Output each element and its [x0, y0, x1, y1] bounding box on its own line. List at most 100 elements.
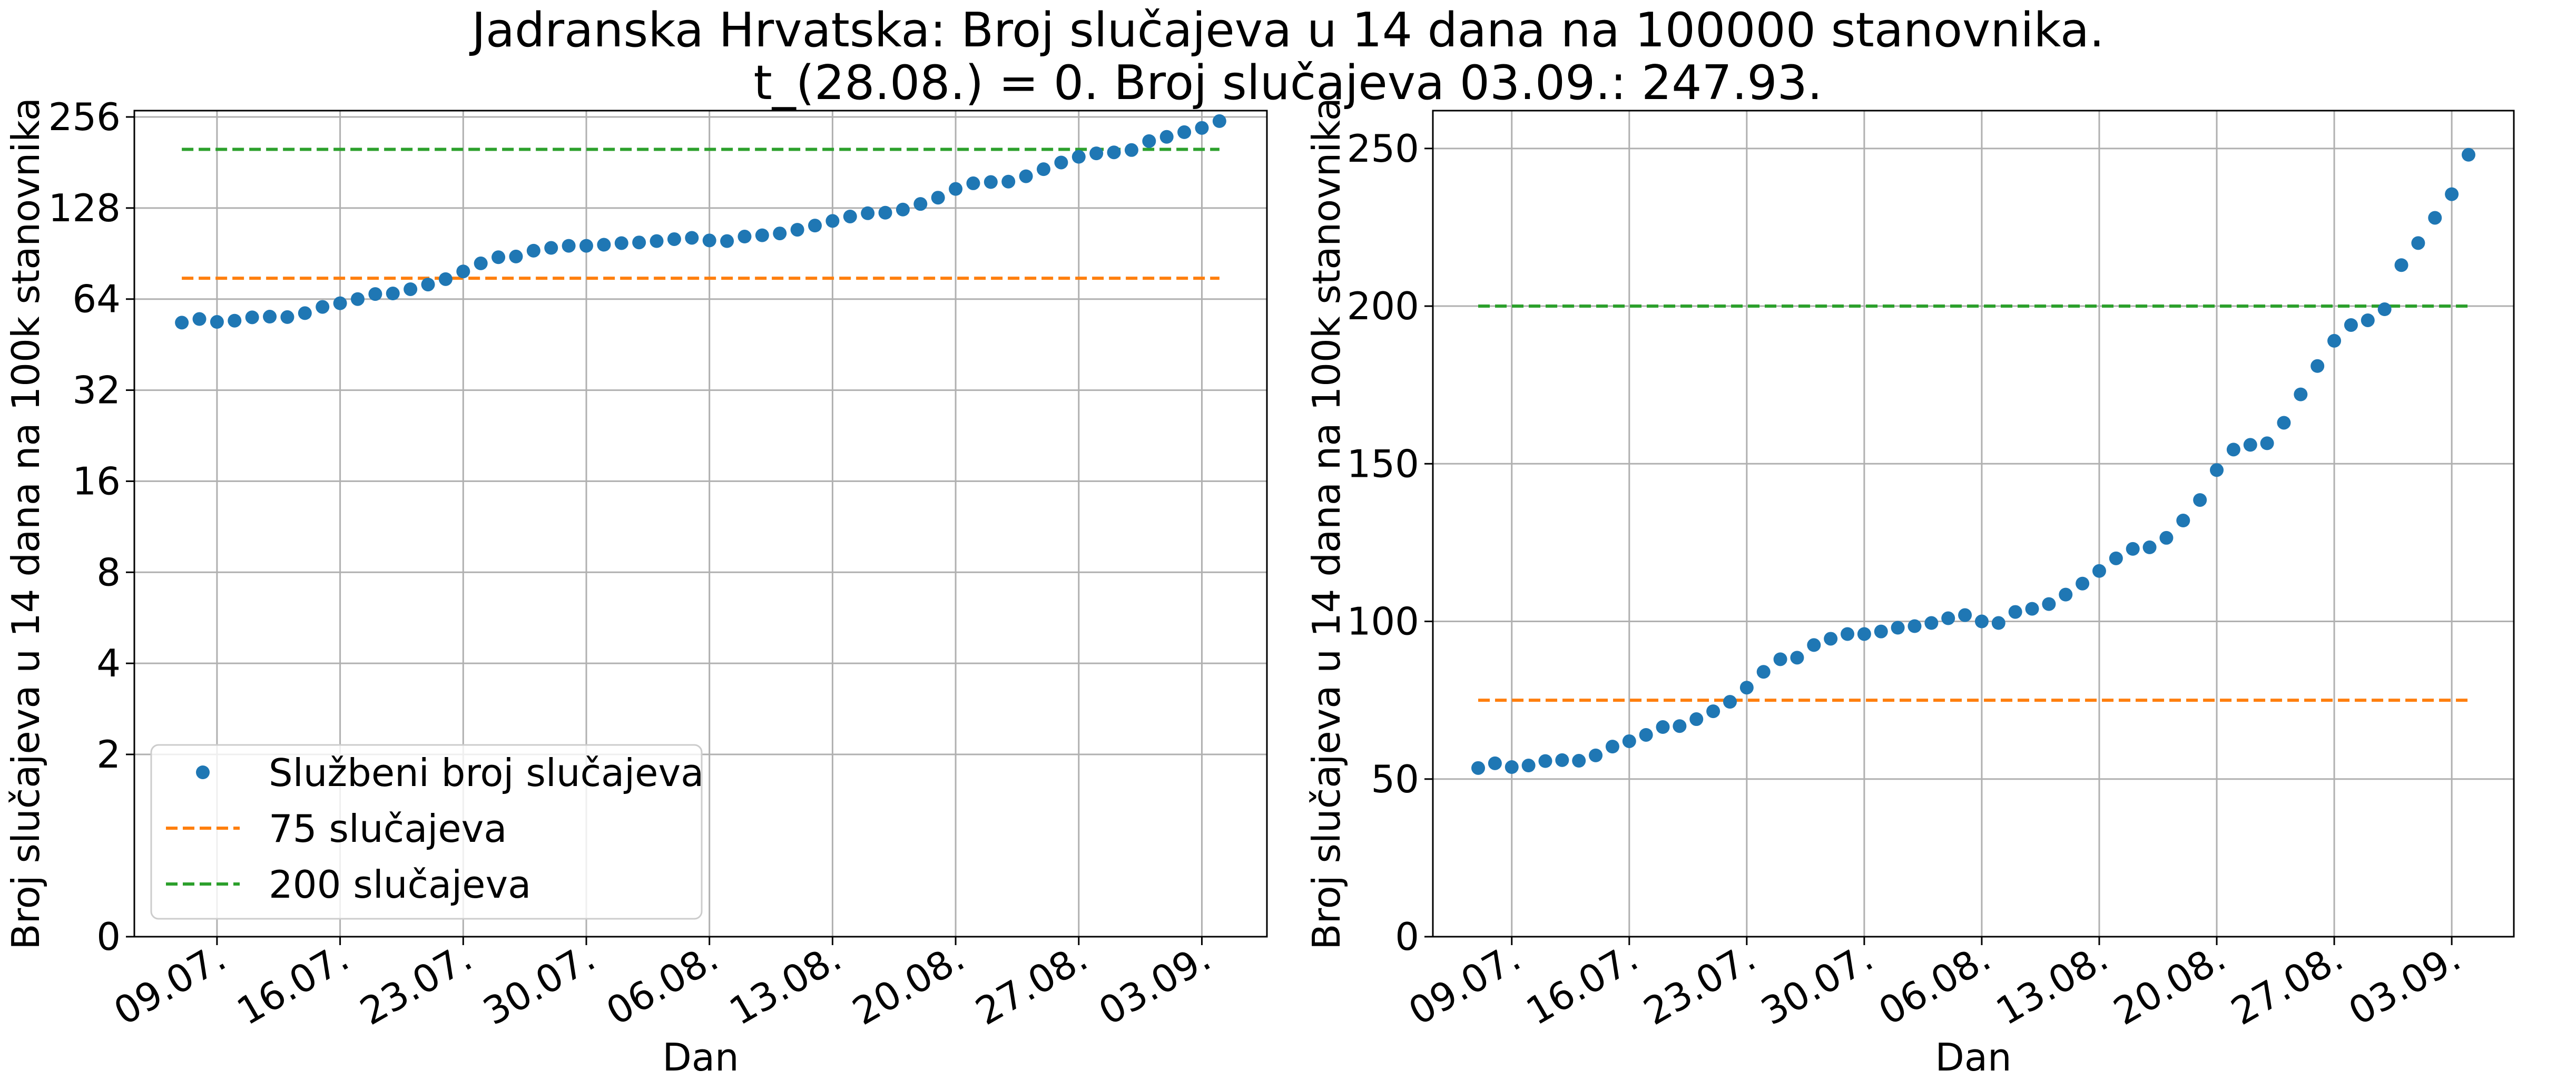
y-tick-label: 64 [72, 277, 121, 321]
x-tick-label: 16.07. [230, 935, 356, 1034]
data-point [1908, 619, 1922, 633]
data-point [1555, 753, 1569, 767]
data-point [720, 234, 734, 248]
x-axis-label: Dan [1935, 1035, 2011, 1079]
right-panel-linear-scale: 05010015020025009.07.16.07.23.07.30.07.0… [1304, 97, 2515, 1079]
data-point [2445, 187, 2459, 201]
data-point [773, 227, 787, 241]
y-tick-label: 4 [96, 641, 121, 685]
data-point [456, 264, 470, 279]
data-point [2059, 587, 2073, 602]
x-tick-label: 20.08. [2106, 935, 2233, 1034]
chart-title-line1: Jadranska Hrvatska: Broj slučajeva u 14 … [469, 3, 2104, 58]
data-point [333, 296, 347, 310]
data-point [1195, 121, 1209, 135]
y-tick-label: 16 [72, 459, 121, 503]
legend: Službeni broj slučajeva 75 slučajeva 200 s… [150, 744, 704, 920]
data-point [2042, 597, 2056, 611]
data-point [280, 310, 294, 324]
data-point [2176, 514, 2190, 528]
data-point [1177, 125, 1192, 139]
data-point [949, 182, 963, 196]
data-point [2277, 416, 2291, 430]
data-point [386, 287, 400, 301]
data-point [192, 312, 207, 326]
data-point [878, 205, 892, 220]
axes-frame [133, 110, 1268, 938]
data-point [474, 256, 488, 270]
y-tick-label: 256 [48, 95, 121, 139]
y-tick-label: 0 [96, 915, 121, 959]
data-point [1142, 134, 1156, 148]
data-point [2159, 531, 2174, 545]
data-point [316, 300, 330, 314]
y-axis-label: Broj slučajeva u 14 dana na 100k stanovn… [1304, 97, 1349, 950]
data-point [790, 223, 804, 237]
data-point [825, 214, 840, 228]
legend-box [150, 744, 703, 920]
data-point [702, 233, 716, 248]
data-point [1773, 652, 1787, 666]
data-point [2142, 540, 2157, 554]
x-tick-label: 06.08. [599, 935, 725, 1034]
data-point [632, 235, 646, 250]
data-point [1622, 734, 1636, 748]
data-point [1071, 150, 1086, 164]
chart-title-line2: t_(28.08.) = 0. Broj slučajeva 03.09.: 2… [754, 55, 1823, 111]
data-point [808, 219, 822, 233]
data-point [2260, 436, 2274, 450]
data-point [1471, 761, 1486, 775]
data-point [491, 250, 506, 264]
data-point [1958, 608, 1972, 622]
y-tick-label: 150 [1347, 441, 1419, 486]
data-point [896, 202, 910, 217]
x-tick-label: 27.08. [2224, 935, 2350, 1034]
data-point [1054, 155, 1068, 170]
data-point [438, 272, 453, 286]
legend-label-75: 75 slučajeva [269, 807, 507, 851]
data-point [2109, 551, 2123, 565]
data-point [526, 243, 540, 258]
data-point [2344, 318, 2358, 332]
data-point [404, 282, 418, 296]
y-tick-label: 0 [1395, 915, 1419, 959]
data-point [614, 236, 628, 250]
legend-label-200: 200 slučajeva [269, 862, 531, 907]
data-point [579, 239, 593, 253]
data-point [1941, 611, 1955, 625]
data-point [966, 176, 980, 190]
data-point [913, 197, 928, 211]
data-point [2394, 258, 2408, 272]
data-point [2294, 387, 2308, 401]
data-point [843, 209, 857, 223]
x-tick-label: 03.09. [1092, 935, 1218, 1034]
data-point [421, 278, 435, 292]
axes-frame [1432, 110, 2515, 938]
data-point [1790, 651, 1804, 665]
y-tick-label: 128 [48, 186, 121, 230]
data-point [1521, 759, 1536, 773]
x-tick-label: 09.07. [1401, 935, 1528, 1034]
data-point [2428, 211, 2442, 225]
data-point [1037, 162, 1051, 176]
data-point [298, 306, 312, 320]
data-point [1656, 720, 1670, 734]
legend-marker-points [196, 765, 210, 779]
y-axis-label: Broj slučajeva u 14 dana na 100k stanovn… [4, 97, 48, 950]
data-point [350, 292, 365, 306]
data-point [2226, 443, 2240, 457]
data-point [1572, 754, 1586, 768]
data-point [2310, 359, 2325, 373]
data-point [1673, 719, 1687, 733]
data-point [1807, 638, 1821, 652]
data-point [544, 241, 558, 255]
data-point [597, 238, 611, 252]
data-point [1488, 756, 1502, 770]
data-point [1824, 632, 1838, 646]
data-point [1974, 614, 1989, 629]
x-tick-label: 09.07. [106, 935, 233, 1034]
y-tick-label: 100 [1347, 600, 1419, 644]
data-point [1706, 704, 1720, 719]
